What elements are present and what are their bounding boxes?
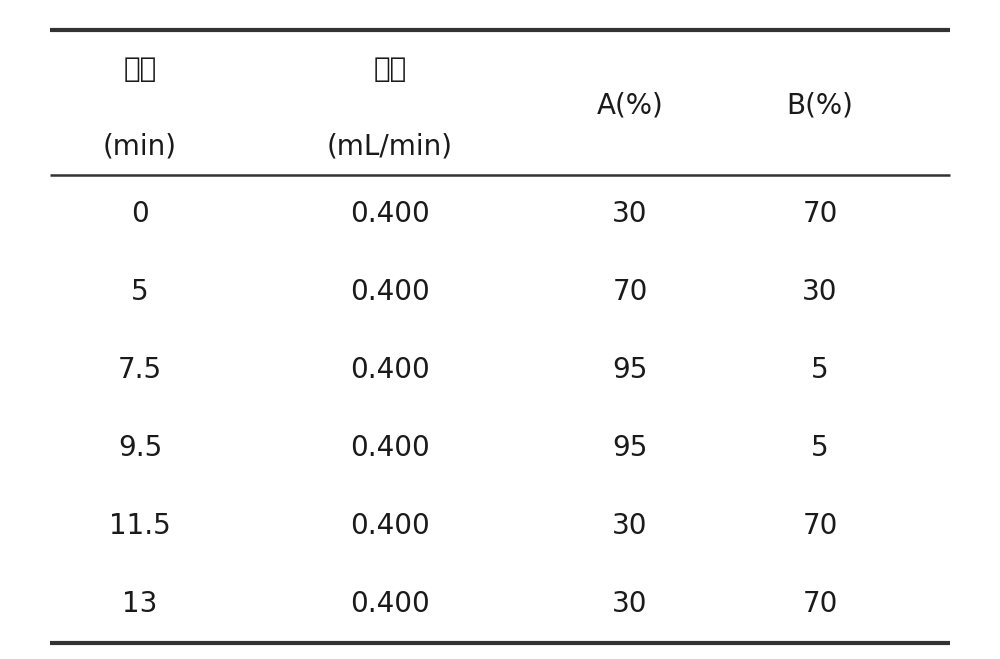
- Text: 0.400: 0.400: [350, 590, 430, 617]
- Text: 0.400: 0.400: [350, 434, 430, 461]
- Text: 0.400: 0.400: [350, 511, 430, 540]
- Text: 7.5: 7.5: [118, 356, 162, 384]
- Text: 30: 30: [802, 277, 838, 306]
- Text: 13: 13: [122, 590, 158, 617]
- Text: 5: 5: [811, 356, 829, 384]
- Text: 70: 70: [802, 511, 838, 540]
- Text: 30: 30: [612, 590, 648, 617]
- Text: 流速: 流速: [373, 55, 407, 83]
- Text: 0: 0: [131, 200, 149, 227]
- Text: (mL/min): (mL/min): [327, 132, 453, 160]
- Text: 95: 95: [612, 356, 648, 384]
- Text: B(%): B(%): [787, 92, 853, 119]
- Text: (min): (min): [103, 132, 177, 160]
- Text: 0.400: 0.400: [350, 277, 430, 306]
- Text: 0.400: 0.400: [350, 200, 430, 227]
- Text: 70: 70: [802, 590, 838, 617]
- Text: 5: 5: [811, 434, 829, 461]
- Text: 5: 5: [131, 277, 149, 306]
- Text: A(%): A(%): [597, 92, 663, 119]
- Text: 70: 70: [802, 200, 838, 227]
- Text: 70: 70: [612, 277, 648, 306]
- Text: 30: 30: [612, 511, 648, 540]
- Text: 时间: 时间: [123, 55, 157, 83]
- Text: 30: 30: [612, 200, 648, 227]
- Text: 0.400: 0.400: [350, 356, 430, 384]
- Text: 9.5: 9.5: [118, 434, 162, 461]
- Text: 11.5: 11.5: [109, 511, 171, 540]
- Text: 95: 95: [612, 434, 648, 461]
